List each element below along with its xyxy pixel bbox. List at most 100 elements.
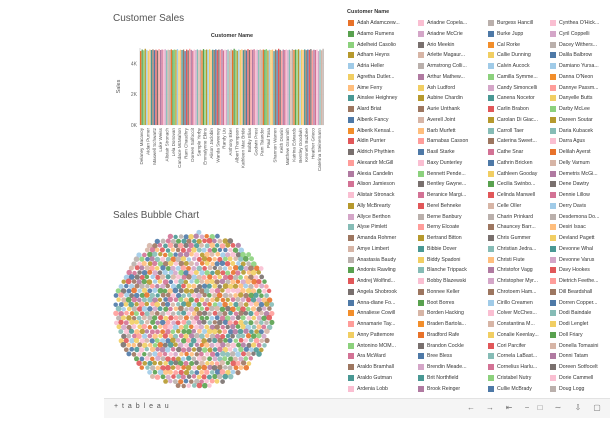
legend-item[interactable]: Bentley Gwyne... bbox=[418, 180, 482, 188]
legend-item[interactable]: Ash Ludford bbox=[418, 84, 482, 92]
legend-item[interactable]: Aime Ferry bbox=[348, 84, 412, 92]
legend-item[interactable]: Devonne Whal bbox=[550, 245, 610, 253]
legend-item[interactable]: Demetris McGi... bbox=[550, 170, 610, 178]
legend-item[interactable]: Ariadne McCrie bbox=[418, 30, 482, 38]
legend-item[interactable]: Brandon Cockle bbox=[418, 342, 482, 350]
legend-item[interactable]: Cori Parcifer bbox=[488, 342, 552, 350]
legend-item[interactable]: Annamarie Tay... bbox=[348, 320, 412, 328]
legend-item[interactable]: Doreen Sotfocelt bbox=[550, 363, 610, 371]
legend-item[interactable]: Dene Dawtry bbox=[550, 180, 610, 188]
legend-item[interactable]: Antonino MOM... bbox=[348, 342, 412, 350]
legend-item[interactable]: Burgess Hancill bbox=[488, 19, 552, 27]
legend-item[interactable]: Cecilia Swinbo... bbox=[488, 180, 552, 188]
legend-item[interactable]: Anna-diane Fo... bbox=[348, 299, 412, 307]
view-icon[interactable]: □ bbox=[537, 403, 543, 412]
legend-item[interactable]: Bibbie Dover bbox=[418, 245, 482, 253]
legend-item[interactable]: Ara McWard bbox=[348, 352, 412, 360]
legend-item[interactable]: Conalie Keenlay... bbox=[488, 331, 552, 339]
legend-item[interactable]: Cristabel Nutry bbox=[488, 374, 552, 382]
legend-item[interactable]: Calvin Aucock bbox=[488, 62, 552, 70]
legend-item[interactable]: Camilla Symme... bbox=[488, 73, 552, 81]
legend-item[interactable]: Constantina M... bbox=[488, 320, 552, 328]
legend-item[interactable]: Alison Jamieson bbox=[348, 180, 412, 188]
pause-icon[interactable]: − bbox=[524, 403, 530, 412]
legend-item[interactable]: Colver McChes... bbox=[488, 309, 552, 317]
legend-item[interactable]: Dodi Lenglet bbox=[550, 320, 610, 328]
legend-item[interactable]: Adham Heyns bbox=[348, 51, 412, 59]
legend-item[interactable]: Cathrin Bricken bbox=[488, 159, 552, 167]
legend-item[interactable]: Ally McBrearty bbox=[348, 202, 412, 210]
legend-item[interactable]: Doll Friary bbox=[550, 331, 610, 339]
legend-item[interactable]: Caterina Sweet... bbox=[488, 137, 552, 145]
legend-item[interactable]: Ainslee Heighney bbox=[348, 94, 412, 102]
legend-item[interactable]: Celinda Manwell bbox=[488, 191, 552, 199]
legend-item[interactable]: Allyce Berthon bbox=[348, 213, 412, 221]
legend-item[interactable]: Darby McLee bbox=[550, 105, 610, 113]
legend-item[interactable]: Devonne Varus bbox=[550, 256, 610, 264]
legend-item[interactable]: Chrotoem Ham... bbox=[488, 288, 552, 296]
legend-item[interactable]: Alyse Pimlett bbox=[348, 223, 412, 231]
legend-item[interactable]: Dietrich Feethe... bbox=[550, 277, 610, 285]
legend-item[interactable]: Dorie Cammell bbox=[550, 374, 610, 382]
legend-item[interactable]: Donella Tomasini bbox=[550, 342, 610, 350]
legend-item[interactable]: Cal Rorke bbox=[488, 41, 552, 49]
legend-item[interactable]: Adelheid Casolio bbox=[348, 41, 412, 49]
share-icon[interactable]: ∼ bbox=[554, 403, 562, 412]
legend-item[interactable]: Devland Pagett bbox=[550, 234, 610, 242]
legend-item[interactable]: Adah Adamczew... bbox=[348, 19, 412, 27]
legend-item[interactable]: Alistair Stronack bbox=[348, 191, 412, 199]
legend-item[interactable]: Derry Davis bbox=[550, 202, 610, 210]
legend-item[interactable]: Aldin Purrier bbox=[348, 137, 412, 145]
legend-item[interactable]: Alard Briat bbox=[348, 105, 412, 113]
legend-item[interactable]: Desiri Issac bbox=[550, 223, 610, 231]
fullscreen-icon[interactable]: ▢ bbox=[593, 403, 601, 412]
legend-item[interactable]: Damiano Yursa... bbox=[550, 62, 610, 70]
legend-item[interactable]: Daria Kubacek bbox=[550, 127, 610, 135]
legend-item[interactable]: Brook Reinger bbox=[418, 385, 482, 393]
legend-item[interactable]: Dorren Copper... bbox=[550, 299, 610, 307]
legend-item[interactable]: Aldrich Phythien bbox=[348, 148, 412, 156]
legend-item[interactable]: Berny Elcoate bbox=[418, 223, 482, 231]
legend-item[interactable]: Dodi Baindale bbox=[550, 309, 610, 317]
legend-item[interactable]: Cathleen Gooday bbox=[488, 170, 552, 178]
legend-item[interactable]: Charin Prinkard bbox=[488, 213, 552, 221]
legend-item[interactable]: Cathe Snar bbox=[488, 148, 552, 156]
legend-item[interactable]: Alberik Fancy bbox=[348, 116, 412, 124]
legend-item[interactable]: Biddy Spadoni bbox=[418, 256, 482, 264]
legend-item[interactable]: Barb Murfett bbox=[418, 127, 482, 135]
legend-item[interactable]: Christian Jedra... bbox=[488, 245, 552, 253]
legend-item[interactable]: Borden Hacking bbox=[418, 309, 482, 317]
legend-item[interactable]: Celle Oller bbox=[488, 202, 552, 210]
legend-item[interactable]: Christopher Myr... bbox=[488, 277, 552, 285]
legend-item[interactable]: Barnabas Casson bbox=[418, 137, 482, 145]
legend-item[interactable]: Alexandr McGill bbox=[348, 159, 412, 167]
legend-item[interactable]: Canena Nocetor bbox=[488, 94, 552, 102]
legend-item[interactable]: Arlette Magaur... bbox=[418, 51, 482, 59]
legend-item[interactable]: Annaliese Cowill bbox=[348, 309, 412, 317]
legend-item[interactable]: Dareen Soutar bbox=[550, 116, 610, 124]
legend-item[interactable]: Averell Joint bbox=[418, 116, 482, 124]
legend-item[interactable]: Alberik Kensal... bbox=[348, 127, 412, 135]
legend-item[interactable]: Callie Dunning bbox=[488, 51, 552, 59]
legend-item[interactable]: Doug Logg bbox=[550, 385, 610, 393]
legend-item[interactable]: Burke Jupp bbox=[488, 30, 552, 38]
legend-item[interactable]: Carroll Taer bbox=[488, 127, 552, 135]
legend-item[interactable]: Brendin Meade... bbox=[418, 363, 482, 371]
legend-item[interactable]: Christofor Vagg bbox=[488, 266, 552, 274]
legend-item[interactable]: Agretha Dutler... bbox=[348, 73, 412, 81]
legend-item[interactable]: Desdemona Do... bbox=[550, 213, 610, 221]
legend-item[interactable]: Ardenia Lobb bbox=[348, 385, 412, 393]
legend-item[interactable]: Armstrong Colli... bbox=[418, 62, 482, 70]
legend-item[interactable]: Cornelius Harlu... bbox=[488, 363, 552, 371]
legend-item[interactable]: Bertrand Bitton bbox=[418, 234, 482, 242]
legend-item[interactable]: Ario Meekin bbox=[418, 41, 482, 49]
legend-item[interactable]: Danyelle Butts bbox=[550, 94, 610, 102]
legend-item[interactable]: Angela Shobrook bbox=[348, 288, 412, 296]
legend-item[interactable]: Bennett Pende... bbox=[418, 170, 482, 178]
legend-item[interactable]: Bonnee Keller bbox=[418, 288, 482, 296]
redo-icon[interactable]: → bbox=[486, 403, 494, 412]
legend-item[interactable]: Dannye Passm... bbox=[550, 84, 610, 92]
download-icon[interactable]: ⇩ bbox=[574, 403, 582, 412]
tableau-logo[interactable]: + t a b l e a u bbox=[114, 403, 170, 410]
legend-item[interactable]: Boot Borres bbox=[418, 299, 482, 307]
